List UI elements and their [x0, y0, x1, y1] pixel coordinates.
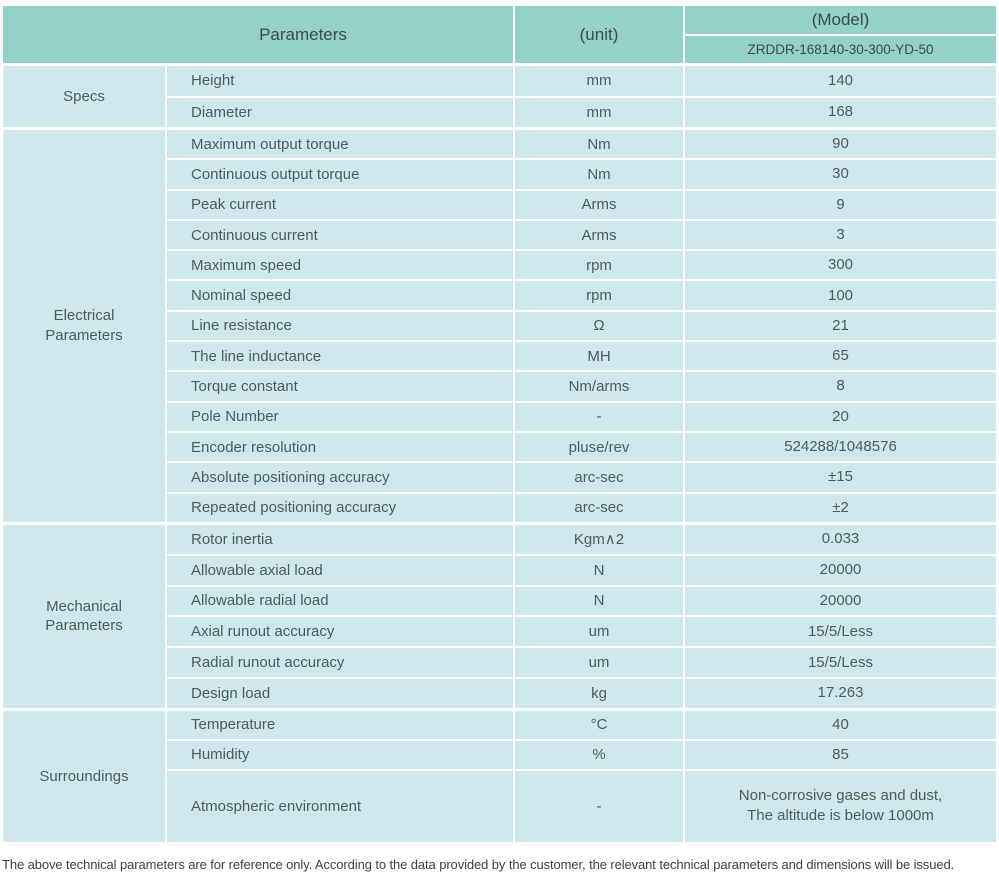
param-unit: Kgm∧2: [515, 524, 683, 554]
header-model-value: ZRDDR-168140-30-300-YD-50: [685, 35, 996, 63]
category-label: Mechanical Parameters: [45, 597, 123, 635]
header-model-group: (Model) ZRDDR-168140-30-300-YD-50: [685, 6, 996, 63]
param-value: 3: [685, 220, 996, 250]
param-unit: MH: [515, 342, 683, 371]
section-mechanical: Mechanical Parameters Rotor inertia Kgm∧…: [3, 524, 996, 708]
param-value: 85: [685, 740, 996, 769]
param-value: 90: [685, 130, 996, 159]
param-unit: N: [515, 555, 683, 585]
param-name: Rotor inertia: [167, 524, 513, 554]
param-value: 30: [685, 160, 996, 189]
param-value: 17.263: [685, 679, 996, 708]
category-label: Surroundings: [39, 767, 129, 785]
param-unit: Ω: [515, 311, 683, 341]
category-cell: Mechanical Parameters: [3, 524, 165, 708]
param-value: 21: [685, 311, 996, 341]
param-unit: -: [515, 770, 683, 842]
param-value: 15/5/Less: [685, 617, 996, 647]
param-value: 20000: [685, 586, 996, 616]
param-name: Radial runout accuracy: [167, 648, 513, 678]
param-value: 9: [685, 190, 996, 219]
param-name: Atmospheric environment: [167, 770, 513, 842]
section-rows: Temperature °C 40 Humidity % 85 Atmosphe…: [167, 710, 996, 842]
param-name: Pole Number: [167, 402, 513, 431]
param-unit: um: [515, 648, 683, 678]
param-unit: N: [515, 586, 683, 616]
param-unit: Nm: [515, 130, 683, 159]
param-name: Nominal speed: [167, 281, 513, 310]
param-value: 140: [685, 66, 996, 96]
param-name: Height: [167, 66, 513, 96]
param-unit: °C: [515, 710, 683, 739]
param-name: Maximum output torque: [167, 130, 513, 159]
param-name: Repeated positioning accuracy: [167, 493, 513, 522]
param-unit: Arms: [515, 220, 683, 250]
param-value: 300: [685, 251, 996, 280]
section-rows: Rotor inertia Kgm∧2 0.033 Allowable axia…: [167, 524, 996, 708]
param-value: ±2: [685, 493, 996, 522]
param-value: Non-corrosive gases and dust, The altitu…: [685, 770, 996, 842]
param-unit: Arms: [515, 190, 683, 219]
param-value: 65: [685, 342, 996, 371]
param-unit: mm: [515, 66, 683, 96]
param-name: Torque constant: [167, 372, 513, 401]
param-value: 8: [685, 372, 996, 401]
param-unit: pluse/rev: [515, 432, 683, 462]
category-cell: Specs: [3, 66, 165, 127]
param-value: 20000: [685, 555, 996, 585]
category-cell: Surroundings: [3, 710, 165, 842]
spec-table: Parameters (unit) (Model) ZRDDR-168140-3…: [3, 6, 996, 842]
param-unit: Nm: [515, 160, 683, 189]
param-name: Absolute positioning accuracy: [167, 463, 513, 492]
section-surroundings: Surroundings Temperature °C 40 Humidity …: [3, 710, 996, 842]
param-value: 40: [685, 710, 996, 739]
param-unit: arc-sec: [515, 463, 683, 492]
param-unit: Nm/arms: [515, 372, 683, 401]
param-unit: mm: [515, 97, 683, 127]
param-unit: -: [515, 402, 683, 431]
param-name: Diameter: [167, 97, 513, 127]
param-unit: rpm: [515, 281, 683, 310]
param-value: 15/5/Less: [685, 648, 996, 678]
section-rows: Height mm 140 Diameter mm 168: [167, 66, 996, 127]
param-name: The line inductance: [167, 342, 513, 371]
param-name: Continuous current: [167, 220, 513, 250]
param-value: 524288/1048576: [685, 432, 996, 462]
category-cell: Electrical Parameters: [3, 130, 165, 522]
param-value: 0.033: [685, 524, 996, 554]
header-unit: (unit): [515, 6, 683, 63]
param-value: 100: [685, 281, 996, 310]
param-name: Maximum speed: [167, 251, 513, 280]
param-unit: kg: [515, 679, 683, 708]
param-name: Allowable radial load: [167, 586, 513, 616]
param-name: Encoder resolution: [167, 432, 513, 462]
param-name: Peak current: [167, 190, 513, 219]
param-unit: %: [515, 740, 683, 769]
section-specs: Specs Height mm 140 Diameter mm 168: [3, 66, 996, 127]
category-label: Electrical Parameters: [45, 307, 123, 344]
param-name: Temperature: [167, 710, 513, 739]
table-header: Parameters (unit) (Model) ZRDDR-168140-3…: [3, 6, 996, 63]
header-parameters: Parameters: [3, 6, 513, 63]
section-rows: Maximum output torque Nm 90 Continuous o…: [167, 130, 996, 522]
param-value: 168: [685, 97, 996, 127]
param-value: 20: [685, 402, 996, 431]
param-unit: arc-sec: [515, 493, 683, 522]
param-name: Line resistance: [167, 311, 513, 341]
param-unit: rpm: [515, 251, 683, 280]
param-unit: um: [515, 617, 683, 647]
section-electrical: Electrical Parameters Maximum output tor…: [3, 130, 996, 522]
param-name: Axial runout accuracy: [167, 617, 513, 647]
param-name: Continuous output torque: [167, 160, 513, 189]
category-label: Specs: [63, 87, 105, 105]
param-name: Allowable axial load: [167, 555, 513, 585]
param-name: Humidity: [167, 740, 513, 769]
header-model-label: (Model): [685, 6, 996, 34]
footer-note: The above technical parameters are for r…: [2, 857, 955, 872]
param-name: Design load: [167, 679, 513, 708]
param-value: ±15: [685, 463, 996, 492]
